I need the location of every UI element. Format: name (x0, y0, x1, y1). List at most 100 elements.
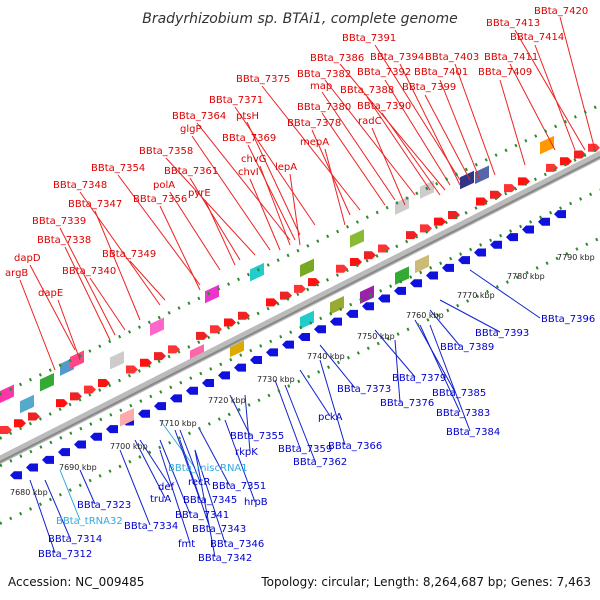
forward-gene-arrow (434, 217, 446, 226)
gene-label: BBta_7403 (425, 52, 479, 63)
gene-label: BBta_7380 (297, 102, 351, 113)
reverse-gene-labels: BBta_7396 BBta_7393 BBta_7389 BBta_7379 … (38, 314, 595, 564)
gene-label: BBta_7349 (102, 249, 156, 260)
reverse-leader-line (119, 449, 151, 526)
reverse-gene-arrow (250, 356, 262, 364)
kbp-label: 7750 kbp (357, 332, 395, 341)
gene-label: BBta_7396 (541, 314, 595, 325)
forward-gene-arrow (350, 258, 362, 266)
reverse-gene-arrow (458, 256, 470, 265)
reverse-leader-line (29, 479, 56, 554)
gene-label: hrpB (244, 497, 268, 508)
gene-label: BBta_7401 (414, 67, 468, 78)
forward-leader-line (129, 260, 166, 301)
forward-leader-line (324, 148, 346, 226)
gene-label: BBta_7361 (164, 166, 218, 177)
forward-leader-line (169, 191, 221, 271)
reverse-leader-line (469, 269, 541, 319)
accession-text: Accession: NC_009485 (8, 575, 144, 589)
forward-leader-line (371, 127, 406, 206)
gene-label: truA (150, 494, 171, 505)
gene-domain-block (40, 373, 54, 392)
forward-leader-line (324, 79, 416, 196)
kbp-scale: 7680 kbp 7690 kbp 7700 kbp 7710 kbp 7720… (10, 253, 595, 497)
gene-label: BBta_7391 (342, 33, 396, 44)
reverse-gene-arrow (234, 363, 246, 372)
forward-leader-line (261, 85, 361, 211)
gene-domain-block (350, 229, 364, 248)
forward-leader-line (384, 79, 451, 186)
forward-gene-arrow (420, 224, 432, 233)
forward-gene-arrow (210, 325, 222, 334)
reverse-leader-line (194, 449, 226, 544)
tick-rail-lower (0, 188, 600, 468)
reverse-gene-arrow (186, 386, 198, 395)
gene-domain-block (395, 266, 409, 285)
gene-label: BBta_7409 (478, 67, 532, 78)
forward-gene-arrow (336, 264, 348, 273)
gene-label: BBta_7373 (337, 384, 391, 395)
forward-leader-line (59, 227, 116, 336)
reverse-gene-arrow (282, 340, 294, 349)
gene-label: BBta_7376 (380, 398, 434, 409)
reverse-leader-line (59, 469, 81, 521)
reverse-leader-line (414, 319, 456, 393)
label-leader-lines (19, 16, 596, 558)
kbp-label: 7770 kbp (457, 291, 495, 300)
tick-rail-upper (0, 103, 600, 397)
forward-leader-line (191, 135, 271, 251)
forward-leader-line (204, 199, 236, 266)
reverse-leader-line (179, 429, 201, 483)
reverse-leader-line (134, 439, 166, 499)
forward-leader-line (19, 279, 56, 371)
reverse-leader-line (224, 419, 256, 503)
gene-label: BBta_7388 (340, 85, 394, 96)
forward-gene-arrow (14, 419, 26, 428)
forward-leader-line (94, 210, 141, 321)
reverse-leader-line (244, 394, 251, 452)
gene-label: radC (358, 116, 382, 127)
forward-leader-line (259, 165, 291, 246)
gene-domain-block (230, 338, 244, 358)
forward-gene-arrow (224, 318, 236, 327)
forward-leader-line (117, 174, 201, 286)
forward-gene-arrow (98, 378, 110, 387)
reverse-leader-line (299, 369, 331, 417)
reverse-gene-arrow (410, 279, 422, 288)
gene-label: BBta_7411 (484, 52, 538, 63)
forward-gene-arrow (56, 399, 68, 408)
forward-leader-line (246, 121, 301, 236)
gene-label: BBta_7351 (212, 481, 266, 492)
forward-leader-line (399, 63, 461, 186)
gene-label: BBta_7369 (222, 133, 276, 144)
forward-leader-line (499, 79, 526, 166)
gene-label: BBta_7384 (446, 427, 500, 438)
forward-leader-line (366, 96, 431, 191)
reverse-leader-line (79, 469, 96, 505)
reverse-gene-arrow (538, 217, 550, 226)
forward-gene-arrow (70, 392, 82, 401)
reverse-leader-line (174, 429, 201, 501)
gene-label: BBta_7385 (432, 388, 486, 399)
reverse-leader-line (284, 384, 316, 462)
gene-label: BBta_7342 (198, 553, 252, 564)
forward-leader-line (321, 112, 386, 206)
reverse-gene-arrow (346, 309, 358, 318)
forward-gene-arrow (378, 244, 390, 253)
forward-leader-line (89, 277, 126, 331)
reverse-leader-line (179, 439, 211, 529)
gene-label: BBta_7312 (38, 549, 92, 560)
genome-backbone (0, 150, 600, 465)
gene-label: BBta_7339 (32, 216, 86, 227)
gene-label: BBta_7359 (278, 444, 332, 455)
gene-domain-block (415, 254, 429, 274)
gene-domain-block (205, 284, 219, 304)
gene-label: BBta_7393 (475, 328, 529, 339)
kbp-label: 7690 kbp (59, 463, 97, 472)
gene-domain-block (0, 384, 14, 403)
reverse-gene-arrow (218, 371, 230, 380)
reverse-gene-arrow (426, 271, 438, 280)
gene-label: lepA (275, 162, 297, 173)
gene-label: BBta_7383 (436, 408, 490, 419)
reverse-leader-line (159, 439, 191, 515)
